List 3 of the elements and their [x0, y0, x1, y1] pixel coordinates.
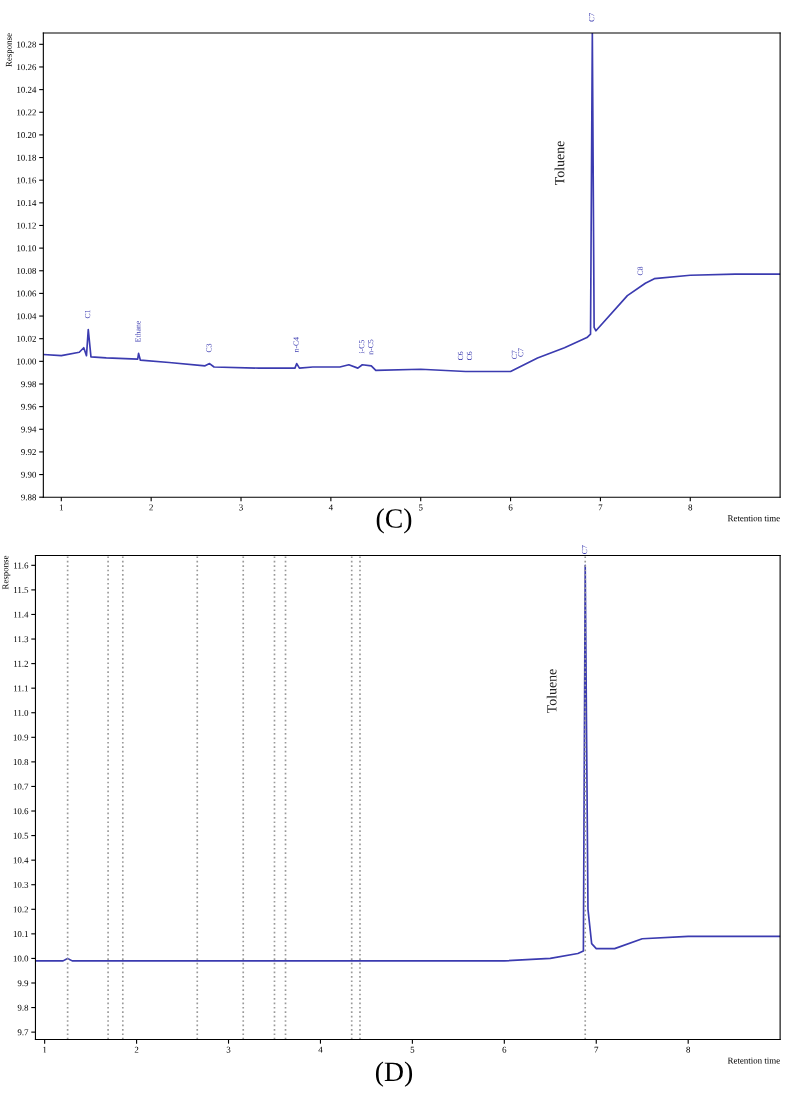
text: (C)	[376, 508, 412, 534]
line-series	[35, 564, 781, 962]
text: (D)	[375, 1061, 413, 1087]
